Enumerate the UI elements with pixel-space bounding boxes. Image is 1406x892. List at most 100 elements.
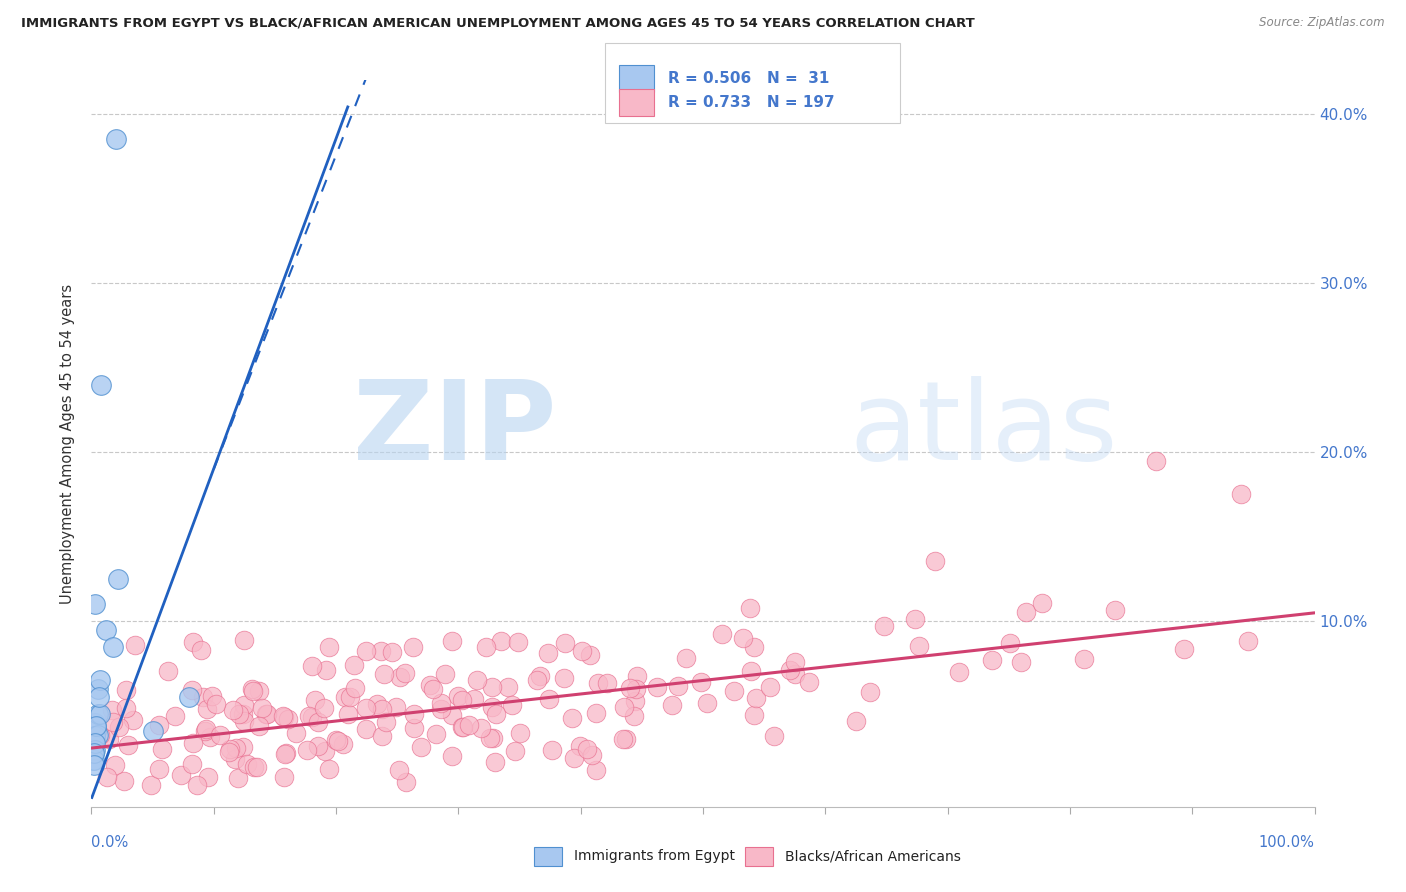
Point xyxy=(537,646,560,660)
Point xyxy=(117,739,139,753)
Point xyxy=(799,675,821,690)
Point xyxy=(181,634,204,648)
Point xyxy=(197,770,219,784)
Point xyxy=(675,650,697,665)
Point xyxy=(170,767,193,781)
Point xyxy=(429,696,451,710)
Point xyxy=(645,680,668,694)
Point xyxy=(314,744,336,758)
Point xyxy=(568,739,591,754)
Point xyxy=(785,655,807,669)
Point xyxy=(103,640,125,654)
Point xyxy=(451,693,474,707)
Text: Blacks/African Americans: Blacks/African Americans xyxy=(785,849,960,863)
Point xyxy=(274,746,297,760)
Point xyxy=(107,572,129,586)
Point xyxy=(429,701,451,715)
Point xyxy=(904,612,927,626)
Point xyxy=(307,739,329,753)
Point xyxy=(205,697,228,711)
Point xyxy=(84,729,107,743)
Point xyxy=(783,666,806,681)
Point xyxy=(84,743,107,757)
Point xyxy=(354,700,377,714)
Point xyxy=(121,713,143,727)
Point xyxy=(394,666,416,681)
Point xyxy=(83,758,105,772)
Point xyxy=(186,778,208,792)
Point xyxy=(83,738,105,752)
Point xyxy=(447,689,470,703)
Point xyxy=(759,681,782,695)
Point xyxy=(208,727,231,741)
Point xyxy=(274,747,297,761)
Point xyxy=(139,778,162,792)
Point xyxy=(1010,656,1032,670)
Point xyxy=(104,132,127,146)
Text: IMMIGRANTS FROM EGYPT VS BLACK/AFRICAN AMERICAN UNEMPLOYMENT AMONG AGES 45 TO 54: IMMIGRANTS FROM EGYPT VS BLACK/AFRICAN A… xyxy=(21,16,974,29)
Text: ZIP: ZIP xyxy=(353,376,557,483)
Point xyxy=(554,636,576,650)
Point xyxy=(83,746,105,760)
Point xyxy=(84,719,107,733)
Point xyxy=(89,707,111,722)
Y-axis label: Unemployment Among Ages 45 to 54 years: Unemployment Among Ages 45 to 54 years xyxy=(60,284,76,604)
Point xyxy=(148,762,170,776)
Point xyxy=(562,751,585,765)
Point xyxy=(107,720,129,734)
Point xyxy=(626,668,648,682)
Point xyxy=(381,645,404,659)
Point xyxy=(252,701,274,715)
Point xyxy=(614,731,637,746)
Point xyxy=(370,644,392,658)
Point xyxy=(90,377,112,392)
Point xyxy=(181,756,204,771)
Point xyxy=(222,703,245,717)
Point xyxy=(242,760,264,774)
Point xyxy=(82,753,104,767)
Point xyxy=(242,684,264,698)
Point xyxy=(451,720,474,734)
Point xyxy=(402,640,425,654)
Point xyxy=(87,690,110,705)
Point xyxy=(218,745,240,759)
Point xyxy=(1230,487,1253,501)
Point xyxy=(385,699,408,714)
Point xyxy=(763,729,786,743)
Point xyxy=(86,681,108,696)
Point xyxy=(84,729,107,743)
Point xyxy=(475,640,498,654)
Point xyxy=(470,721,492,735)
Text: Immigrants from Egypt: Immigrants from Egypt xyxy=(574,849,735,863)
Point xyxy=(561,711,583,725)
Point xyxy=(246,760,269,774)
Point xyxy=(236,757,259,772)
Point xyxy=(315,663,337,677)
Point xyxy=(465,673,488,688)
Point xyxy=(179,690,201,705)
Point xyxy=(586,676,609,690)
Text: 100.0%: 100.0% xyxy=(1258,836,1315,850)
Point xyxy=(873,619,896,633)
Point xyxy=(1015,605,1038,619)
Point xyxy=(94,623,117,637)
Point xyxy=(256,707,278,722)
Point xyxy=(571,644,593,658)
Point xyxy=(402,721,425,735)
Point xyxy=(273,770,295,784)
Point xyxy=(84,724,107,739)
Point xyxy=(339,690,361,704)
Point xyxy=(489,633,512,648)
Point xyxy=(84,715,107,730)
Point xyxy=(224,752,246,766)
Point xyxy=(96,770,118,784)
Point xyxy=(1073,652,1095,666)
Point xyxy=(845,714,868,729)
Point xyxy=(326,733,349,747)
Point xyxy=(284,726,307,740)
Point xyxy=(710,627,733,641)
Point xyxy=(307,714,329,729)
Point xyxy=(233,698,256,713)
Point xyxy=(332,737,354,751)
Point xyxy=(388,764,411,778)
